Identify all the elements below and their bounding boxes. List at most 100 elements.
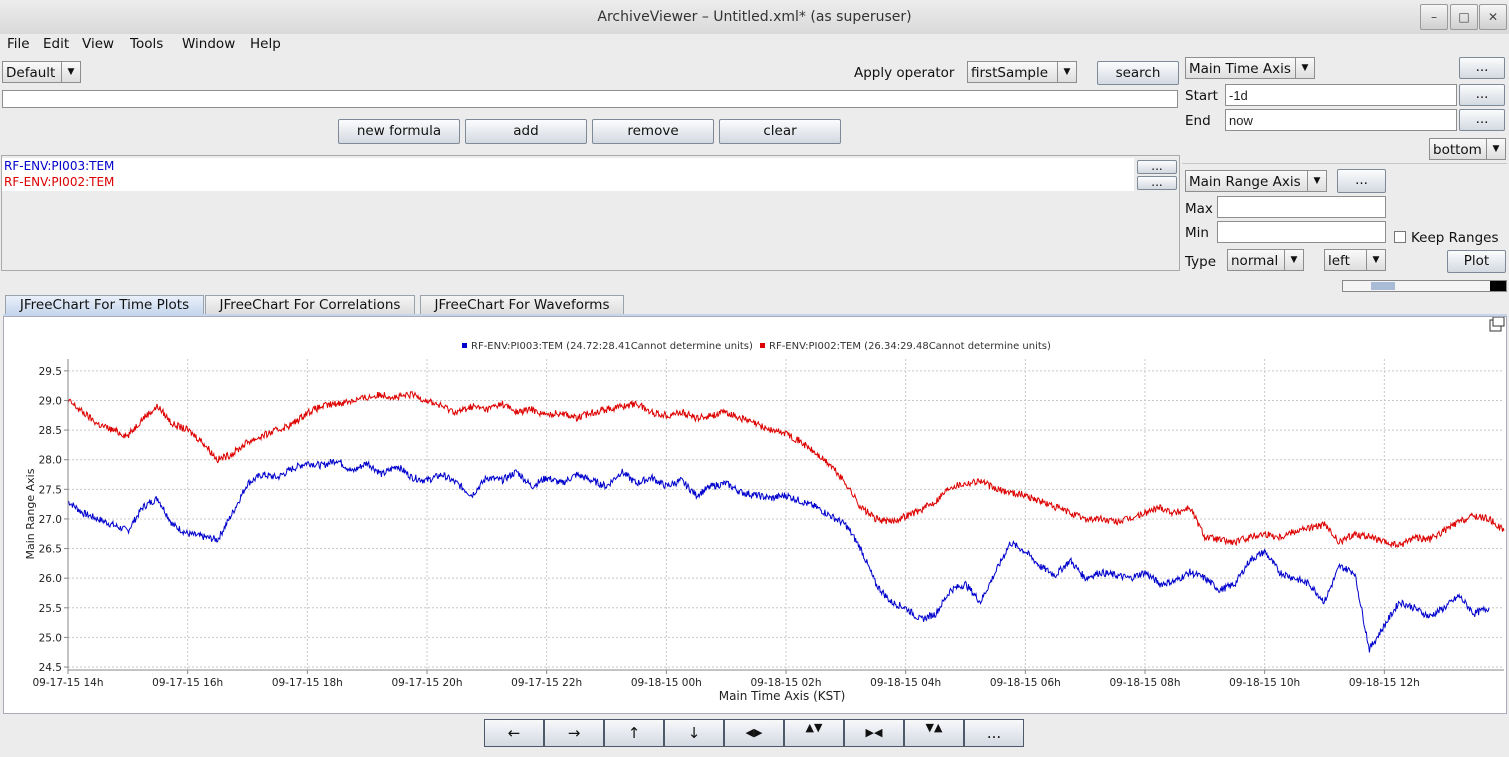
x-tick-label: 09-17-15 20h: [391, 677, 462, 689]
y-tick-label: 25.0: [39, 632, 62, 644]
menu-view[interactable]: View: [82, 36, 115, 52]
zoom-out-horizontal-button[interactable]: ◀▶: [724, 719, 784, 747]
time-axis-select[interactable]: Main Time Axis ▼: [1185, 57, 1315, 79]
pv-item-pi002[interactable]: RF-ENV:PI002:TEM: [4, 175, 115, 189]
zoom-in-horizontal-button[interactable]: ▶◀: [844, 719, 904, 747]
max-label: Max: [1185, 201, 1213, 217]
y-tick-label: 25.5: [39, 603, 62, 615]
y-tick-label: 26.5: [39, 544, 62, 556]
menu-file[interactable]: File: [7, 36, 30, 52]
min-input[interactable]: [1217, 221, 1386, 243]
x-tick-label: 09-17-15 18h: [272, 677, 343, 689]
detach-chart-icon[interactable]: [1489, 317, 1505, 332]
pan-left-button[interactable]: ←: [484, 719, 544, 747]
preset-select[interactable]: Default ▼: [2, 61, 81, 83]
preset-select-value: Default: [6, 65, 56, 81]
pv-list: RF-ENV:PI003:TEM RF-ENV:PI002:TEM ... ..…: [1, 155, 1180, 271]
tab-time-plots[interactable]: JFreeChart For Time Plots: [5, 295, 204, 315]
pv-item-pi003-options-button[interactable]: ...: [1137, 160, 1177, 174]
minimize-button[interactable]: –: [1420, 4, 1448, 30]
x-tick-label: 09-18-15 10h: [1229, 677, 1300, 689]
start-time-input[interactable]: [1225, 84, 1457, 106]
x-axis-label: Main Time Axis (KST): [719, 689, 846, 703]
y-tick-label: 24.5: [39, 662, 62, 674]
y-tick-label: 29.0: [39, 395, 62, 407]
range-side-select[interactable]: left ▼: [1324, 249, 1386, 271]
chevron-down-icon: ▼: [1307, 171, 1326, 191]
zoom-in-vertical-button[interactable]: ▼▲: [904, 719, 964, 747]
operator-select-value: firstSample: [971, 65, 1048, 81]
zoom-slider-thumb[interactable]: [1370, 282, 1395, 290]
start-label: Start: [1185, 88, 1218, 104]
zoom-slider-end: [1490, 281, 1506, 291]
operator-select[interactable]: firstSample ▼: [967, 61, 1077, 83]
apply-operator-label: Apply operator: [854, 65, 955, 81]
chevron-down-icon: ▼: [1295, 58, 1314, 78]
x-tick-label: 09-17-15 22h: [511, 677, 582, 689]
x-tick-label: 09-18-15 04h: [870, 677, 941, 689]
formula-input[interactable]: [2, 90, 1178, 108]
menu-tools[interactable]: Tools: [130, 36, 164, 52]
tab-waveforms[interactable]: JFreeChart For Waveforms: [420, 295, 624, 315]
search-button[interactable]: search: [1097, 61, 1179, 85]
min-label: Min: [1185, 225, 1209, 241]
y-tick-label: 28.5: [39, 425, 62, 437]
pv-list-rows: [2, 158, 1134, 191]
x-tick-label: 09-17-15 14h: [32, 677, 103, 689]
zoom-out-vertical-button[interactable]: ▲▼: [784, 719, 844, 747]
pv-item-pi002-options-button[interactable]: ...: [1137, 176, 1177, 190]
y-tick-label: 29.5: [39, 366, 62, 378]
keep-ranges-checkbox[interactable]: [1394, 231, 1406, 243]
plot-area: [68, 359, 1504, 670]
end-time-input[interactable]: [1225, 109, 1457, 131]
tab-correlations[interactable]: JFreeChart For Correlations: [205, 295, 415, 315]
new-formula-button[interactable]: new formula: [338, 119, 460, 144]
clear-button[interactable]: clear: [719, 119, 841, 144]
range-type-select[interactable]: normal ▼: [1227, 249, 1304, 271]
range-type-value: normal: [1231, 253, 1279, 269]
title-bar: ArchiveViewer – Untitled.xml* (as superu…: [0, 0, 1509, 35]
menu-edit[interactable]: Edit: [43, 36, 70, 52]
range-side-value: left: [1328, 253, 1350, 269]
end-time-picker-button[interactable]: ...: [1459, 109, 1505, 131]
x-tick-label: 09-18-15 12h: [1349, 677, 1420, 689]
pan-right-button[interactable]: →: [544, 719, 604, 747]
zoom-slider[interactable]: [1342, 280, 1507, 292]
start-time-picker-button[interactable]: ...: [1459, 84, 1505, 106]
add-button[interactable]: add: [465, 119, 587, 144]
y-axis-label: Main Range Axis: [24, 468, 37, 559]
remove-button[interactable]: remove: [592, 119, 714, 144]
legend-text-pi002: RF-ENV:PI002:TEM (26.34:29.48Cannot dete…: [769, 341, 1051, 352]
close-button[interactable]: ✕: [1479, 4, 1507, 30]
time-axis-position-select[interactable]: bottom ▼: [1429, 138, 1506, 160]
y-tick-label: 27.5: [39, 484, 62, 496]
legend-swatch-pi003: [462, 343, 467, 348]
chevron-down-icon: ▼: [61, 62, 80, 82]
series-line-pi002: [67, 390, 1505, 549]
legend-swatch-pi002: [760, 343, 765, 348]
chevron-down-icon: ▼: [1486, 139, 1505, 159]
panel-divider: [1182, 163, 1507, 164]
menu-help[interactable]: Help: [250, 36, 281, 52]
plot-button[interactable]: Plot: [1447, 250, 1506, 273]
time-axis-select-value: Main Time Axis: [1189, 61, 1291, 77]
menu-bar: File Edit View Tools Window Help: [0, 34, 1509, 54]
range-axis-options-button[interactable]: ...: [1337, 169, 1386, 193]
range-axis-select-value: Main Range Axis: [1189, 174, 1301, 190]
max-input[interactable]: [1217, 196, 1386, 218]
chevron-down-icon: ▼: [1057, 62, 1076, 82]
pv-item-pi003[interactable]: RF-ENV:PI003:TEM: [4, 159, 115, 173]
pan-down-button[interactable]: ↓: [664, 719, 724, 747]
series-line-pi003: [67, 458, 1490, 653]
more-options-button[interactable]: ...: [964, 719, 1024, 747]
pan-up-button[interactable]: ↑: [604, 719, 664, 747]
x-tick-label: 09-18-15 00h: [631, 677, 702, 689]
range-axis-select[interactable]: Main Range Axis ▼: [1185, 170, 1327, 192]
chevron-down-icon: ▼: [1366, 250, 1385, 270]
y-tick-label: 27.0: [39, 514, 62, 526]
menu-window[interactable]: Window: [182, 36, 236, 52]
y-tick-label: 26.0: [39, 573, 62, 585]
time-plot-chart[interactable]: 24.5 25.0 25.5 26.0 26.5 27.0 27.5 28.0 28.5 29.0…: [4, 317, 1506, 713]
maximize-button[interactable]: □: [1450, 4, 1478, 30]
time-axis-options-button[interactable]: ...: [1459, 57, 1505, 79]
